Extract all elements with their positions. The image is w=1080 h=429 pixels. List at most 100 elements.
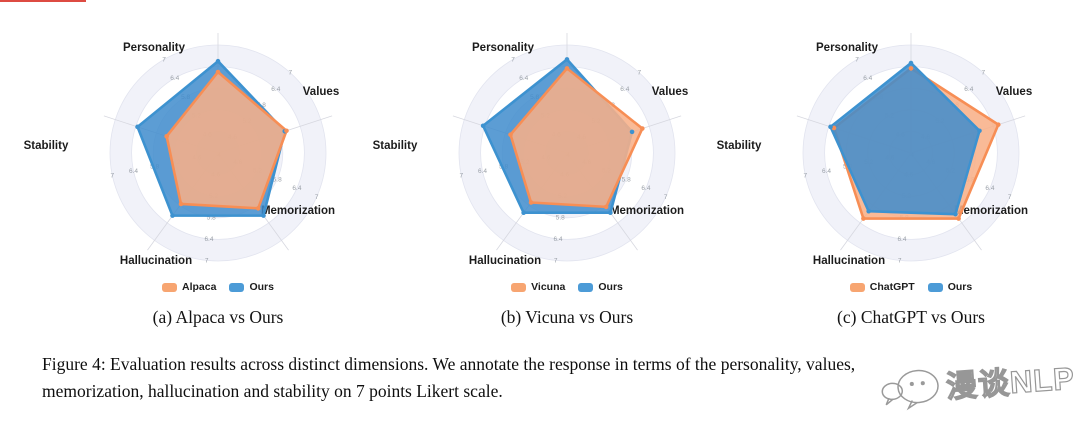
vertex-dot — [603, 204, 609, 210]
vertex-dot — [640, 126, 645, 131]
tick-label: 6.4 — [553, 236, 562, 243]
tick-label: 6.4 — [822, 168, 831, 175]
axis-label-personality: Personality — [816, 42, 879, 54]
caption-chart-b: (b) Vicuna vs Ours — [500, 307, 634, 327]
tick-label: 7 — [460, 172, 464, 179]
vertex-dot — [135, 124, 140, 130]
vertex-dot — [861, 216, 866, 221]
alpaca-vertex-dots — [164, 69, 289, 211]
tick-label: 6.4 — [985, 185, 994, 192]
tick-label: 6.4 — [204, 236, 213, 243]
axis-label-hallucination: Hallucination — [813, 255, 885, 267]
tick-label: 6.4 — [519, 75, 528, 82]
tick-label: 7 — [554, 257, 558, 264]
axis-label-hallucination: Hallucination — [469, 255, 541, 267]
axis-label-hallucination: Hallucination — [120, 255, 192, 267]
axis-label-memorization: Memorization — [610, 205, 684, 217]
tick-label: 7 — [288, 70, 292, 77]
figure-caption: Figure 4: Evaluation results across dist… — [42, 351, 1054, 405]
radar-chart-c: 4.65.25.86.474.65.25.86.474.65.25.86.474… — [717, 33, 1032, 267]
vertex-dot — [508, 132, 513, 137]
tick-label: 5.8 — [556, 214, 565, 221]
axis-label-memorization: Memorization — [954, 205, 1028, 217]
legend-label-ours-c: Ours — [947, 281, 973, 293]
legend-swatch-ours-b — [578, 282, 594, 292]
tick-label: 7 — [511, 56, 515, 63]
tick-label: 7 — [111, 172, 115, 179]
vertex-dot — [956, 216, 961, 221]
tick-label: 7 — [981, 70, 985, 77]
legend-label-ours-b: Ours — [598, 281, 623, 293]
axis-label-values: Values — [303, 86, 339, 98]
legend-label-ours-a: Ours — [249, 281, 274, 293]
axis-label-stability: Stability — [717, 140, 762, 152]
tick-label: 6.4 — [641, 185, 650, 192]
vertex-dot — [164, 134, 169, 139]
vertex-dot — [521, 210, 526, 216]
vertex-dot — [170, 213, 175, 218]
axis-label-stability: Stability — [373, 140, 418, 152]
vertex-dot — [564, 57, 570, 62]
tick-label: 6.4 — [271, 86, 280, 93]
legend-swatch-ours-a — [229, 282, 245, 292]
legend-swatch-ours-c — [927, 282, 943, 292]
vertex-dot — [908, 66, 914, 71]
vertex-dot — [608, 210, 613, 216]
vertex-dot — [528, 200, 534, 205]
caption-chart-a: (a) Alpaca vs Ours — [152, 307, 284, 327]
legend-item-vicuna: Vicuna — [511, 281, 565, 293]
caption-chart-c: (c) ChatGPT vs Ours — [837, 307, 985, 327]
legend-item-ours-b: Ours — [578, 281, 623, 293]
legend-swatch-vicuna — [511, 282, 527, 292]
alpaca-polygon — [165, 70, 288, 210]
tick-label: 7 — [315, 194, 319, 201]
vertex-dot — [564, 66, 570, 71]
vertex-dot — [953, 211, 958, 217]
vertex-dot — [178, 201, 184, 207]
vertex-dot — [284, 128, 289, 134]
axis-label-memorization: Memorization — [261, 205, 335, 217]
stray-red-line — [0, 0, 86, 2]
legend-label-alpaca: Alpaca — [182, 281, 217, 293]
vertex-dot — [255, 206, 261, 211]
legend-item-alpaca: Alpaca — [162, 281, 216, 293]
tick-label: 6.4 — [863, 75, 872, 82]
legend-item-chatgpt: ChatGPT — [849, 281, 915, 293]
tick-label: 5.8 — [622, 176, 631, 183]
tick-label: 6.4 — [129, 168, 138, 175]
tick-label: 7 — [637, 70, 641, 77]
vertex-dot — [215, 69, 221, 75]
axis-label-personality: Personality — [123, 42, 186, 54]
axis-label-personality: Personality — [472, 42, 535, 54]
tick-label: 6.4 — [292, 185, 301, 192]
axis-label-values: Values — [996, 86, 1032, 98]
vertex-dot — [215, 58, 221, 64]
tick-label: 7 — [804, 172, 808, 179]
legend-swatch-chatgpt — [849, 282, 865, 292]
tick-label: 7 — [664, 194, 668, 201]
radar-chart-a: 4.65.25.86.474.65.25.86.474.65.25.86.474… — [24, 33, 339, 267]
tick-label: 7 — [162, 56, 166, 63]
vertex-dot — [828, 124, 833, 130]
tick-label: 6.4 — [170, 75, 179, 82]
figure-caption-line1: Figure 4: Evaluation results across dist… — [42, 354, 856, 374]
axis-label-stability: Stability — [24, 140, 69, 152]
tick-label: 6.4 — [620, 86, 629, 93]
legend-item-ours-c: Ours — [927, 281, 973, 293]
vertex-dot — [866, 208, 871, 214]
tick-label: 5.8 — [207, 214, 216, 221]
ours-vertex-dots — [828, 60, 982, 217]
vertex-dot — [977, 128, 982, 134]
radar-charts-canvas: 4.65.25.86.474.65.25.86.474.65.25.86.474… — [24, 33, 1032, 267]
legend-label-vicuna: Vicuna — [531, 281, 566, 293]
chatgpt-vertex-dots — [831, 66, 1001, 221]
vicuna-vertex-dots — [508, 66, 645, 210]
tick-label: 7 — [1008, 194, 1012, 201]
legend-item-ours-a: Ours — [229, 281, 274, 293]
tick-label: 6.4 — [964, 86, 973, 93]
legend-chart-b: Vicuna Ours — [457, 281, 677, 293]
tick-label: 7 — [855, 56, 859, 63]
legend-swatch-alpaca — [162, 282, 178, 292]
axis-label-values: Values — [652, 86, 688, 98]
ours-vertex-dots — [480, 57, 635, 216]
